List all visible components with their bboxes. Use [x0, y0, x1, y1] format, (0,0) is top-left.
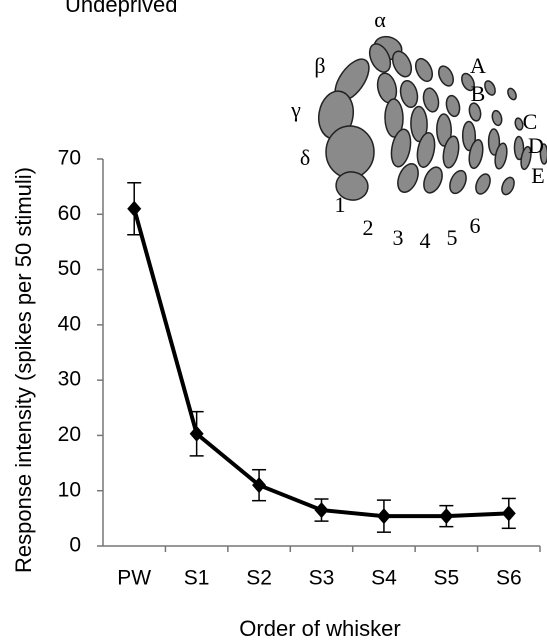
x-tick-label: S2: [246, 567, 272, 590]
greek-label: γ: [290, 97, 301, 122]
barrel: [507, 87, 517, 101]
barrel: [484, 80, 496, 96]
barrel: [416, 132, 436, 168]
arc-label: 1: [335, 192, 346, 217]
series-line: [132, 208, 509, 519]
whisker-pad-diagram: α βγδ AB CDE 12 3 4 5 6: [290, 7, 547, 253]
x-tick-label: PW: [117, 567, 151, 590]
greek-label: α: [374, 7, 386, 32]
arc-label: 5: [447, 225, 458, 250]
barrel: [442, 135, 460, 169]
barrel: [461, 72, 475, 92]
arc-label: 4: [420, 228, 431, 253]
barrel: [449, 169, 467, 195]
barrel: [391, 50, 413, 78]
y-tick-label: 40: [58, 312, 81, 335]
x-tick-label: S4: [371, 567, 397, 590]
barrel: [487, 128, 501, 156]
y-tick-label: 0: [69, 534, 81, 557]
barrel: [423, 166, 443, 194]
y-tick-label: 30: [58, 368, 81, 391]
row-label: E: [531, 163, 544, 188]
greek-label: δ: [300, 145, 310, 170]
y-tick-label: 10: [58, 478, 81, 501]
barrel: [325, 125, 375, 179]
point: [127, 200, 142, 217]
x-axis-title: Order of whisker: [239, 616, 400, 641]
barrel: [438, 65, 454, 87]
point: [189, 425, 204, 442]
x-tick-label: S5: [434, 567, 460, 590]
row-label: C: [523, 109, 538, 134]
arc-label: 6: [470, 213, 481, 238]
barrel: [513, 135, 525, 161]
barrel: [475, 173, 491, 195]
y-tick-label: 60: [58, 202, 81, 225]
point: [252, 477, 267, 494]
y-tick-label: 70: [58, 147, 81, 170]
barrel: [368, 43, 392, 73]
barrel: [501, 176, 515, 196]
row-label: D: [528, 133, 544, 158]
point: [501, 505, 516, 522]
point: [314, 502, 329, 519]
point: [376, 508, 391, 525]
barrel: [461, 120, 477, 152]
x-tick-label: S3: [309, 567, 335, 590]
y-tick-label: 20: [58, 423, 81, 446]
greek-label: β: [314, 53, 325, 78]
row-label: B: [471, 81, 486, 106]
row-label: A: [470, 53, 486, 78]
arc-label: 3: [393, 225, 404, 250]
barrel: [494, 142, 508, 170]
barrel: [335, 171, 369, 201]
barrel: [390, 128, 412, 168]
x-tick-label: S1: [184, 567, 210, 590]
barrel: [468, 138, 484, 170]
barrel: [422, 87, 440, 113]
barrel: [520, 145, 532, 171]
y-axis-title: Response intensity (spikes per 50 stimul…: [11, 167, 36, 573]
barrel: [539, 143, 547, 165]
barrel: [514, 117, 524, 131]
barrel: [384, 98, 404, 138]
barrel: [399, 79, 419, 109]
barrel: [468, 102, 482, 122]
barrel: [445, 94, 461, 118]
x-tick-label: S6: [496, 567, 522, 590]
barrel: [414, 57, 434, 83]
barrel: [436, 113, 452, 147]
y-tick-label: 50: [58, 257, 81, 280]
arc-label: 2: [363, 215, 374, 240]
barrel: [397, 163, 419, 193]
barrel: [491, 109, 503, 127]
chart-title: Undeprived: [65, 0, 178, 17]
point: [439, 508, 454, 525]
